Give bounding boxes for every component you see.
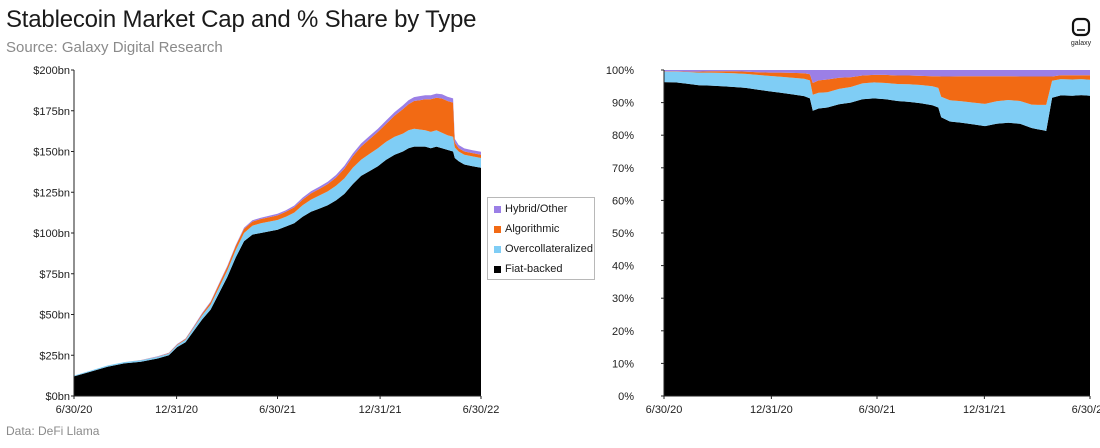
x-tick-label-chart2: 6/30/22	[1072, 404, 1100, 416]
y-tick-label-chart2: 100%	[606, 65, 634, 77]
y-tick-label-chart2: 70%	[612, 163, 634, 175]
legend-label-fiat-backed: Fiat-backed	[505, 263, 563, 275]
x-tick-label-chart2: 6/30/21	[859, 404, 896, 416]
y-tick-label-chart1: $75bn	[39, 269, 70, 281]
legend-label-overcollateralized: Overcollateralized	[505, 243, 594, 255]
chart-subtitle: Source: Galaxy Digital Research	[6, 39, 223, 56]
area-algorithmic-chart2	[664, 71, 1090, 105]
x-tick-label-chart2: 12/31/20	[750, 404, 793, 416]
legend-label-hybrid: Hybrid/Other	[505, 203, 568, 215]
legend-label-algorithmic: Algorithmic	[505, 223, 560, 235]
x-tick-label-chart1: 6/30/21	[259, 404, 296, 416]
legend-swatch-algorithmic	[494, 225, 501, 233]
legend-item-algorithmic: Algorithmic	[494, 223, 559, 235]
y-tick-label-chart2: 90%	[612, 98, 634, 110]
y-tick-label-chart1: $200bn	[33, 65, 70, 77]
area-algorithmic-chart1	[74, 97, 481, 376]
y-tick-label-chart1: $0bn	[46, 391, 70, 403]
chart-legend: Hybrid/Other Algorithmic Overcollaterali…	[487, 197, 595, 280]
y-tick-label-chart2: 40%	[612, 261, 634, 273]
x-tick-label-chart1: 6/30/20	[56, 404, 93, 416]
chart-title: Stablecoin Market Cap and % Share by Typ…	[6, 6, 477, 33]
x-tick-label-chart2: 6/30/20	[646, 404, 683, 416]
y-tick-label-chart2: 60%	[612, 195, 634, 207]
area-fiat-backed-chart2	[664, 82, 1090, 396]
legend-swatch-fiat-backed	[494, 265, 501, 273]
y-tick-label-chart1: $125bn	[33, 187, 70, 199]
legend-item-fiat-backed: Fiat-backed	[494, 263, 562, 275]
x-tick-label-chart2: 12/31/21	[963, 404, 1006, 416]
galaxy-logo-icon	[1071, 17, 1091, 37]
x-tick-label-chart1: 6/30/22	[463, 404, 500, 416]
legend-swatch-overcollateralized	[494, 245, 501, 253]
area-hybrid-other-chart2	[664, 70, 1090, 83]
area-overcollateralized-chart2	[664, 71, 1090, 131]
legend-swatch-hybrid	[494, 205, 501, 213]
y-tick-label-chart1: $100bn	[33, 228, 70, 240]
area-fiat-backed-chart1	[74, 146, 481, 396]
y-tick-label-chart1: $50bn	[39, 310, 70, 322]
x-tick-label-chart1: 12/31/21	[359, 404, 402, 416]
y-tick-label-chart2: 50%	[612, 228, 634, 240]
y-tick-label-chart2: 10%	[612, 358, 634, 370]
logo-text: galaxy	[1070, 40, 1092, 47]
y-tick-label-chart2: 0%	[618, 391, 634, 403]
y-tick-label-chart1: $175bn	[33, 106, 70, 118]
y-tick-label-chart2: 20%	[612, 326, 634, 338]
y-tick-label-chart2: 80%	[612, 130, 634, 142]
data-source-note: Data: DeFi Llama	[6, 424, 100, 438]
legend-item-overcollateralized: Overcollateralized	[494, 243, 593, 255]
y-tick-label-chart1: $150bn	[33, 147, 70, 159]
y-tick-label-chart1: $25bn	[39, 350, 70, 362]
y-tick-label-chart2: 30%	[612, 293, 634, 305]
legend-item-hybrid: Hybrid/Other	[494, 203, 567, 215]
x-tick-label-chart1: 12/31/20	[155, 404, 198, 416]
